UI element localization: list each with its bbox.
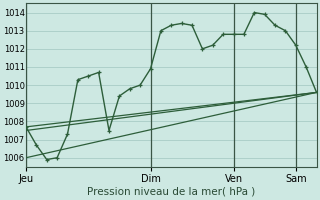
X-axis label: Pression niveau de la mer( hPa ): Pression niveau de la mer( hPa ) [87,187,255,197]
